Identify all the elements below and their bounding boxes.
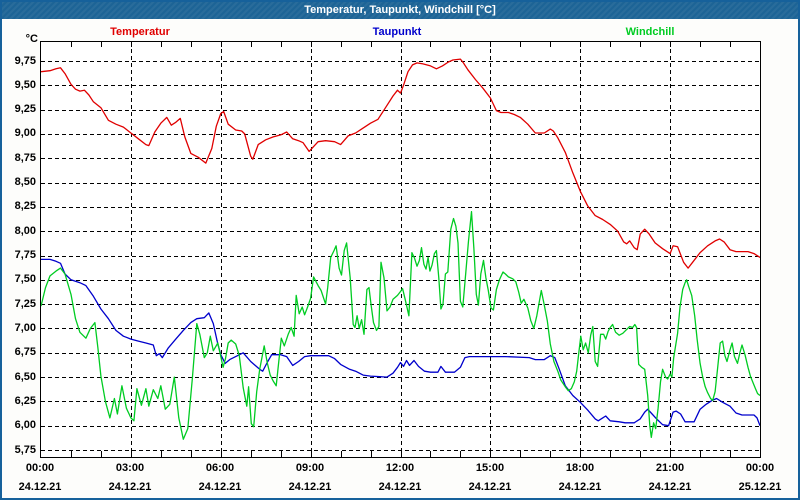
y-axis-label: 8,25 [14,200,36,212]
x-axis-time-label: 00:00 [745,462,775,474]
x-axis-date-label: 24.12.21 [108,481,152,493]
plot-area [40,41,761,458]
y-axis-label: 7,50 [14,273,36,285]
y-axis-label: 5,75 [14,444,36,456]
legend-item-taupunkt: Taupunkt [372,26,422,38]
series-line-taupunkt [41,258,760,427]
x-axis-time-label: 18:00 [565,462,595,474]
y-axis-label: 7,25 [14,298,36,310]
y-axis-label: 6,50 [14,371,36,383]
x-axis-date-label: 24.12.21 [558,481,602,493]
y-axis-label: 9,50 [14,79,36,91]
x-axis-date-label: 24.12.21 [378,481,422,493]
x-axis-time-label: 00:00 [25,462,55,474]
x-axis-date-label: 24.12.21 [18,481,62,493]
title-bar: Temperatur, Taupunkt, Windchill [°C] [2,2,798,19]
x-axis-date-label: 24.12.21 [198,481,242,493]
x-axis-time-label: 21:00 [655,462,685,474]
y-axis-label: 8,75 [14,152,36,164]
y-axis-label: 8,00 [14,225,36,237]
x-axis-date-label: 25.12.21 [738,481,782,493]
y-axis-label: 9,75 [14,55,36,67]
y-axis-unit-label: °C [25,33,38,45]
x-axis-time-label: 09:00 [295,462,325,474]
y-axis-label: 9,25 [14,103,36,115]
x-axis-date-label: 24.12.21 [648,481,692,493]
window-title: Temperatur, Taupunkt, Windchill [°C] [304,4,496,16]
y-axis-label: 9,00 [14,127,36,139]
x-axis-time-label: 03:00 [115,462,145,474]
y-axis-label: 7,75 [14,249,36,261]
series-line-windchill [41,211,760,440]
legend-item-windchill: Windchill [625,26,675,38]
y-axis-label: 6,00 [14,419,36,431]
x-axis-time-label: 12:00 [385,462,415,474]
series-line-temperatur [41,58,760,269]
y-axis-label: 6,75 [14,346,36,358]
legend-item-temperatur: Temperatur [110,26,170,38]
x-axis-date-label: 24.12.21 [468,481,512,493]
y-axis-label: 6,25 [14,395,36,407]
x-axis-time-label: 15:00 [475,462,505,474]
y-axis-label: 8,50 [14,176,36,188]
x-axis-date-label: 24.12.21 [288,481,332,493]
x-axis-time-label: 06:00 [205,462,235,474]
y-axis-label: 7,00 [14,322,36,334]
chart-canvas [41,42,760,457]
